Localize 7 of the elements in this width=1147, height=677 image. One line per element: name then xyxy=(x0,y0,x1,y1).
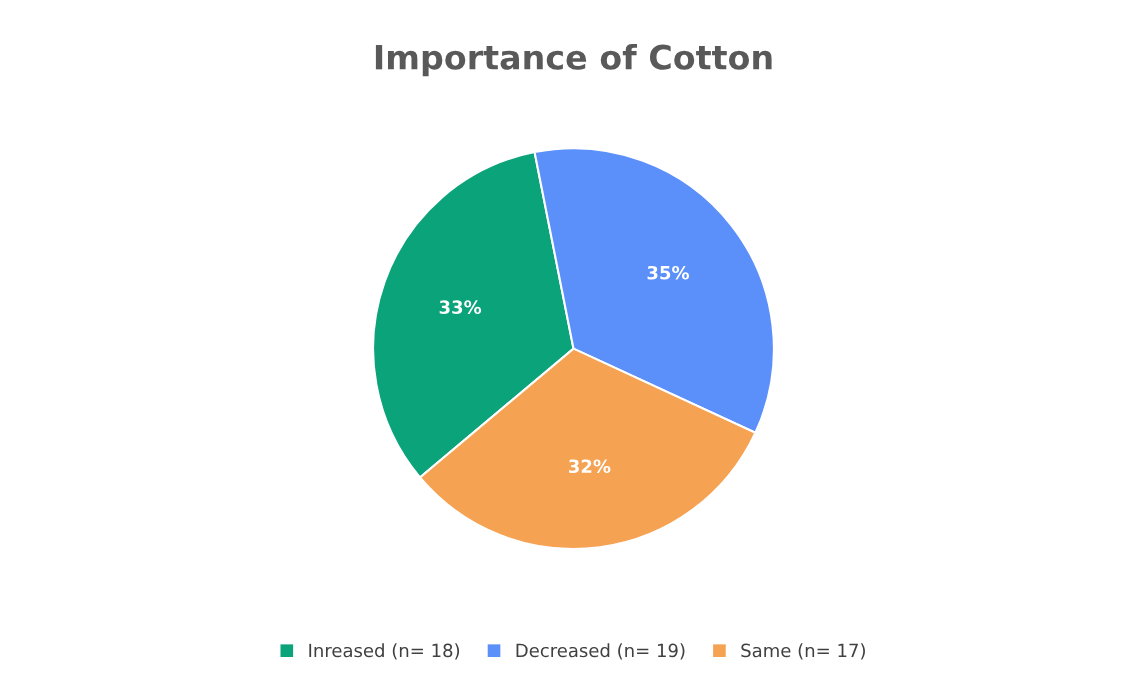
legend-label: Decreased (n= 19) xyxy=(516,643,685,660)
chart-title: Importance of Cotton xyxy=(375,44,772,77)
legend-label: Same (n= 17) xyxy=(741,643,865,660)
legend-label: Inreased (n= 18) xyxy=(309,643,460,660)
data-label: 35% xyxy=(647,265,690,280)
data-label: 33% xyxy=(439,300,482,314)
data-label: 32% xyxy=(569,459,611,474)
